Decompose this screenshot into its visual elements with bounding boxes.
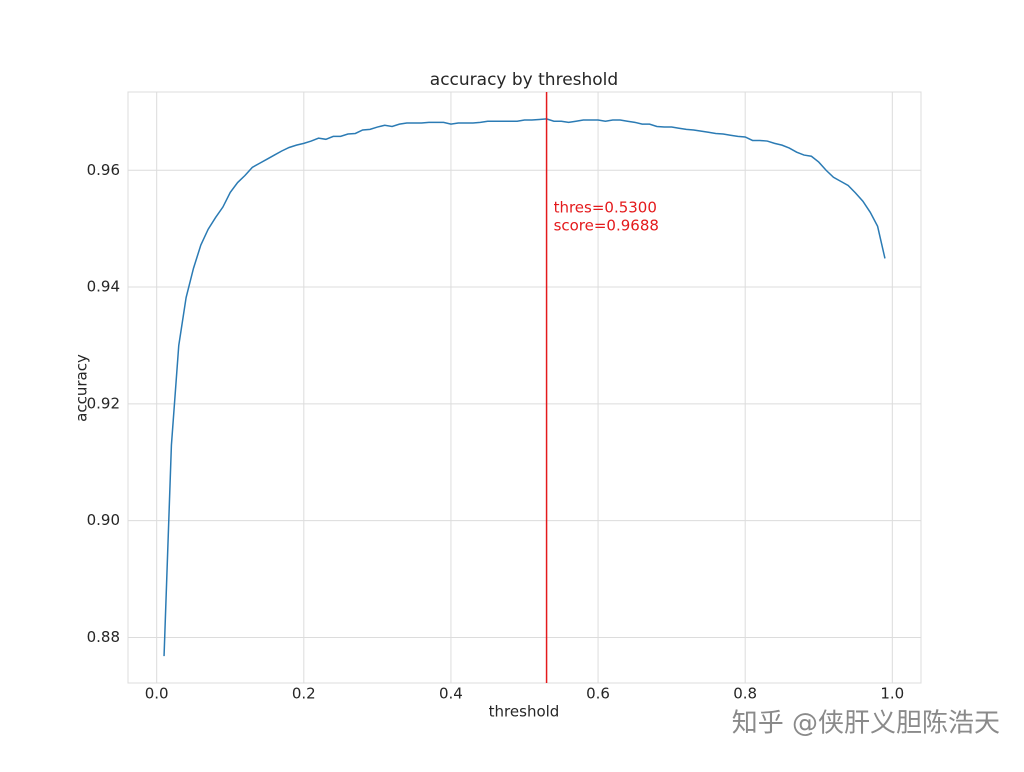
watermark: 知乎 @侠肝义胆陈浩天	[732, 709, 1000, 739]
accuracy-line	[163, 118, 886, 657]
y-tick-label: 0.90	[87, 511, 120, 529]
y-tick-label: 0.94	[87, 278, 120, 296]
x-tick-label: 0.2	[292, 685, 316, 703]
x-tick-label: 1.0	[880, 685, 904, 703]
y-axis-label: accuracy	[73, 354, 91, 422]
x-tick-label: 0.6	[586, 685, 610, 703]
x-axis-label: threshold	[489, 703, 560, 721]
annotation: thres=0.5300	[554, 199, 657, 217]
x-tick-label: 0.4	[439, 685, 463, 703]
y-tick-label: 0.96	[87, 161, 120, 179]
y-tick-label: 0.92	[87, 394, 120, 412]
annotation: score=0.9688	[554, 217, 659, 235]
plot-frame	[127, 91, 922, 684]
chart-title: accuracy by threshold	[430, 70, 618, 90]
y-tick-label: 0.88	[87, 628, 120, 646]
x-tick-label: 0.0	[145, 685, 169, 703]
x-tick-label: 0.8	[733, 685, 757, 703]
